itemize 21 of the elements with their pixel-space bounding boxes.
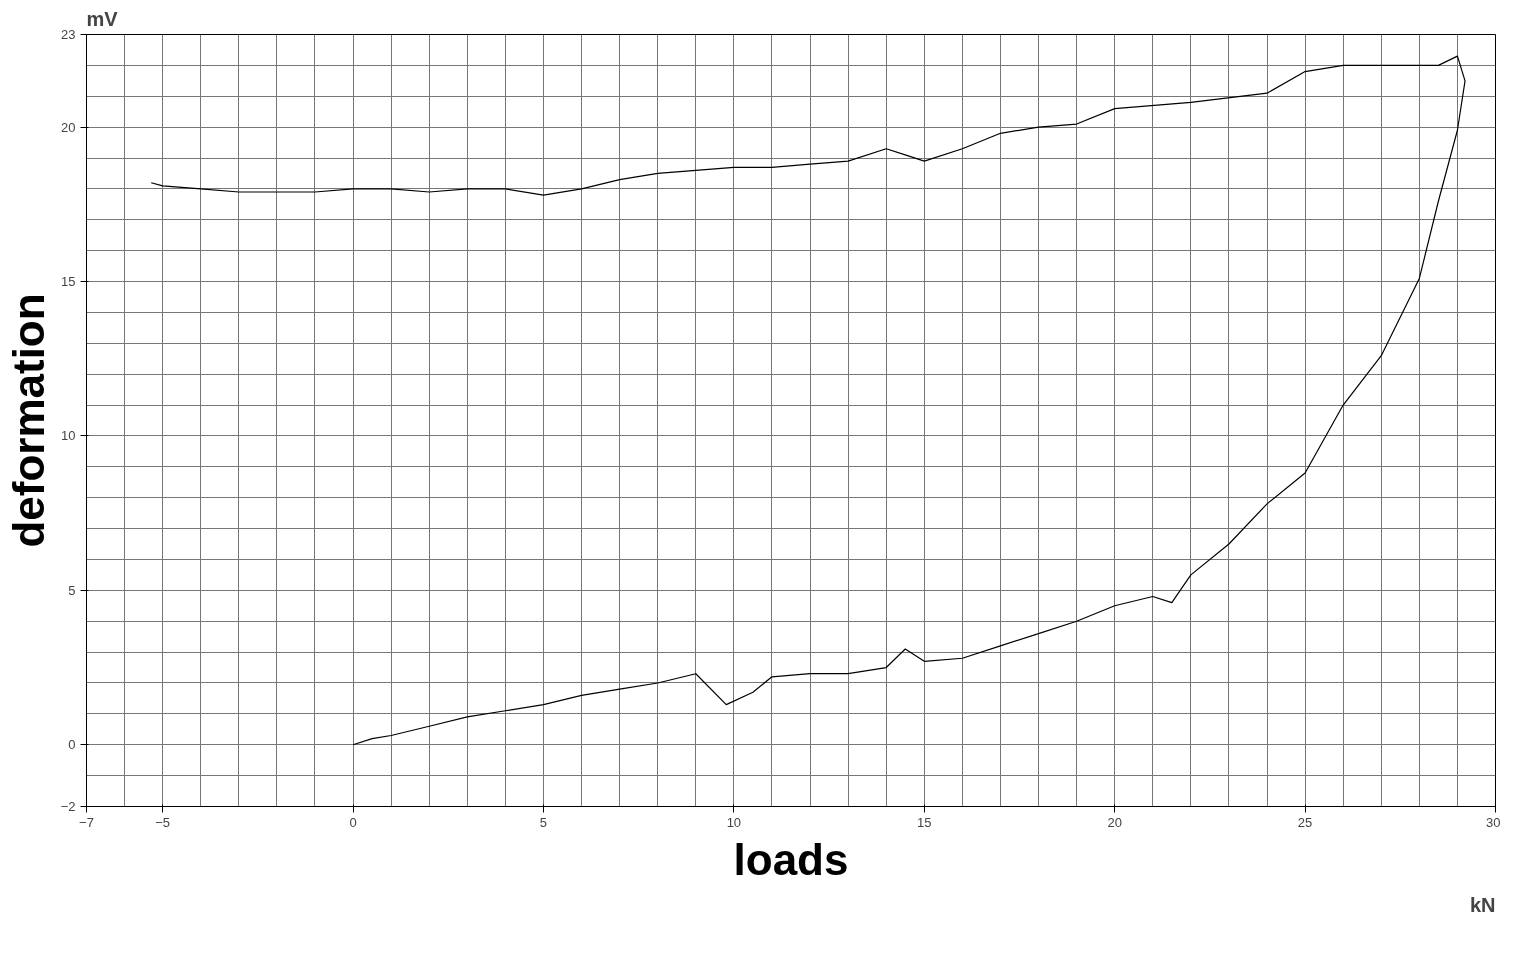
x-axis-title: loads [733, 834, 849, 884]
x-tick-label: 20 [1107, 814, 1122, 830]
line-series [150, 55, 1466, 746]
y-tick-label: 0 [68, 737, 76, 753]
y-tick-label: 10 [61, 428, 76, 444]
x-tick-label: 15 [917, 814, 932, 830]
y-axis-title: deformation [3, 293, 53, 548]
x-tick-label: 25 [1297, 814, 1313, 830]
x-tick-label: 10 [726, 814, 742, 830]
x-tick-label: −7 [79, 814, 94, 830]
x-tick-label: 30 [1486, 814, 1501, 830]
y-tick-label: 5 [68, 582, 76, 598]
y-tick-label: 15 [61, 274, 76, 290]
y-tick-label: −2 [60, 799, 76, 814]
y-tick-label: 23 [61, 27, 76, 42]
x-tick-label: 5 [539, 814, 548, 830]
y-tick-label: 20 [61, 119, 76, 135]
x-tick-label: 0 [349, 814, 357, 830]
x-tick-label: −5 [155, 814, 171, 830]
text: kN [1469, 893, 1496, 916]
text: mV [86, 7, 119, 30]
